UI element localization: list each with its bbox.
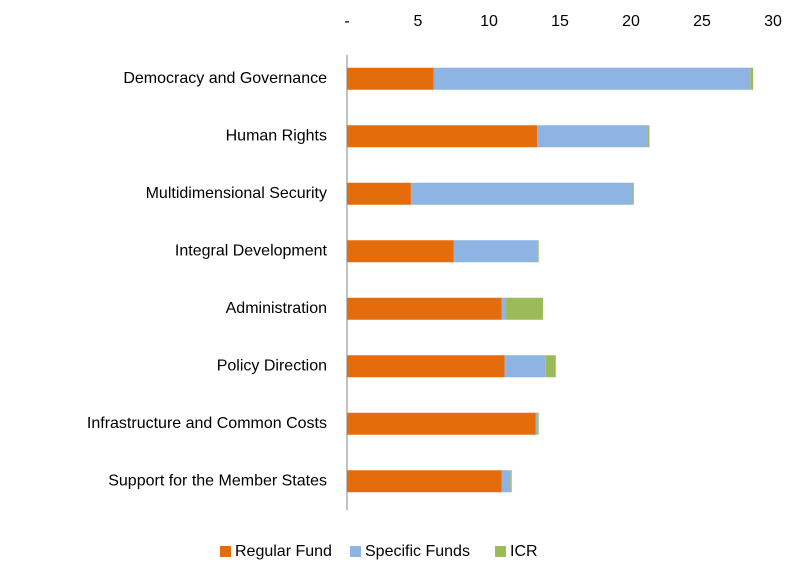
x-tick-label: 15 [551, 13, 569, 30]
bar-segment [504, 355, 546, 378]
bar-segment [410, 182, 633, 205]
bar-segment [347, 240, 454, 263]
bar-segment [545, 355, 556, 378]
x-tick-label: 5 [414, 13, 423, 30]
bar-segment [535, 412, 538, 435]
bar-segment [501, 297, 507, 320]
x-tick-label: - [344, 13, 349, 30]
y-tick-label: Infrastructure and Common Costs [87, 415, 327, 432]
legend-label: ICR [510, 543, 538, 560]
y-tick-label: Democracy and Governance [123, 70, 327, 87]
bar-segment [347, 182, 411, 205]
legend-label: Specific Funds [365, 543, 470, 560]
bar-segment [347, 470, 502, 493]
bar-segment [453, 240, 538, 263]
bar-segment [347, 297, 502, 320]
bar-segment [501, 470, 511, 493]
legend-swatch [220, 546, 231, 557]
y-tick-label: Policy Direction [217, 357, 327, 374]
x-tick-label: 20 [622, 13, 640, 30]
bar-segment [750, 67, 754, 90]
bar-segment [537, 240, 539, 263]
x-tick-label: 25 [693, 13, 711, 30]
bar-segment [347, 412, 536, 435]
y-tick-label: Integral Development [175, 242, 328, 259]
bar-segment [506, 297, 543, 320]
y-tick-label: Administration [226, 300, 327, 317]
y-tick-label: Multidimensional Security [146, 185, 327, 202]
bar-segment [632, 182, 634, 205]
y-tick-label: Support for the Member States [108, 472, 327, 489]
legend-swatch [350, 546, 361, 557]
bar-segment [537, 125, 649, 148]
bar-segment [347, 67, 434, 90]
bar-segment [347, 125, 538, 148]
x-tick-label: 30 [764, 13, 782, 30]
bar-segment [537, 412, 539, 435]
legend-swatch [495, 546, 506, 557]
bar-segment [510, 470, 512, 493]
legend-label: Regular Fund [235, 543, 332, 560]
bar-segment [347, 355, 505, 378]
y-tick-label: Human Rights [226, 127, 327, 144]
x-tick-label: 10 [480, 13, 498, 30]
bar-segment [433, 67, 751, 90]
bar-segment [648, 125, 650, 148]
